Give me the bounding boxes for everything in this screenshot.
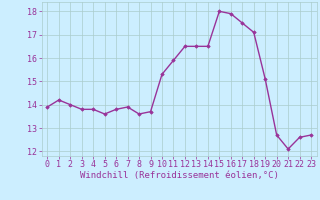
X-axis label: Windchill (Refroidissement éolien,°C): Windchill (Refroidissement éolien,°C) bbox=[80, 171, 279, 180]
